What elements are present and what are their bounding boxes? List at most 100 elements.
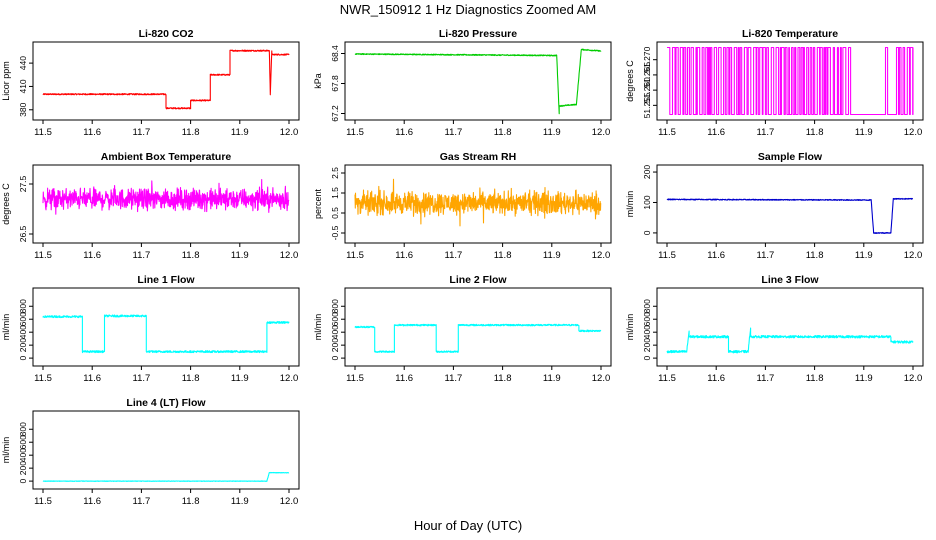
x-tick-label: 11.6 — [395, 127, 413, 138]
panel-6: Sample Flow ml/min 11.5 11.6 11.7 11.8 11.9 12.… — [625, 151, 924, 261]
data-series-line — [354, 48, 602, 115]
y-tick-label: 1.5 — [330, 187, 340, 199]
panel-3: Li-820 Temperature degrees C 11.5 11.6 11.7 1… — [625, 28, 924, 138]
data-series-line — [666, 197, 914, 234]
y-tick-label: 440 — [18, 56, 28, 70]
x-tick-label: 11.5 — [34, 373, 52, 384]
y-tick-label: 800 — [18, 299, 28, 313]
y-tick-label: 51.260 — [642, 77, 652, 103]
x-tick-label: 11.8 — [806, 127, 824, 138]
x-tick-label: 12.0 — [904, 373, 923, 384]
y-axis-label: ml/min — [313, 314, 323, 341]
y-tick-label: 67.8 — [330, 75, 340, 92]
x-tick-label: 11.8 — [806, 250, 824, 261]
panel-1: Li-820 CO2 Licor ppm 11.5 11.6 11.7 11.8 11.9 1… — [1, 28, 300, 138]
x-tick-label: 11.9 — [855, 250, 873, 261]
x-tick-label: 11.8 — [182, 250, 200, 261]
plot-frame — [32, 164, 300, 244]
y-axis-label: ml/min — [1, 437, 11, 464]
panel-title: Line 4 (LT) Flow — [126, 397, 206, 409]
plot-frame — [656, 164, 924, 244]
panel-title: Line 2 Flow — [449, 274, 507, 286]
panel-title: Ambient Box Temperature — [101, 151, 232, 163]
y-tick-label: 200 — [18, 338, 28, 352]
y-tick-label: 0 — [642, 230, 652, 235]
x-tick-label: 12.0 — [280, 373, 299, 384]
x-tick-label: 11.5 — [34, 127, 52, 138]
y-tick-label: 800 — [18, 422, 28, 436]
x-tick-label: 12.0 — [592, 373, 611, 384]
y-tick-label: 400 — [18, 448, 28, 462]
y-axis-label: ml/min — [625, 191, 635, 218]
plot-frame — [656, 287, 924, 367]
panel-8: Line 2 Flow ml/min 11.5 11.6 11.7 11.8 11.9 12.… — [313, 274, 612, 384]
x-tick-label: 12.0 — [592, 127, 611, 138]
y-tick-label: 51.265 — [642, 62, 652, 88]
x-tick-label: 11.9 — [231, 127, 249, 138]
y-tick-label: 600 — [330, 312, 340, 326]
panel-title: Line 3 Flow — [761, 274, 819, 286]
y-axis-label: degrees C — [1, 183, 11, 225]
y-tick-label: 200 — [642, 165, 652, 179]
x-tick-label: 11.9 — [231, 496, 249, 507]
plot-frame — [344, 164, 612, 244]
data-series-line — [354, 323, 602, 353]
x-tick-label: 11.9 — [231, 250, 249, 261]
x-tick-label: 11.6 — [395, 250, 413, 261]
x-tick-label: 12.0 — [904, 250, 923, 261]
y-tick-label: 200 — [18, 461, 28, 475]
x-tick-label: 11.5 — [658, 373, 676, 384]
y-axis-label: ml/min — [625, 314, 635, 341]
y-tick-label: 2.5 — [330, 167, 340, 179]
x-tick-label: 11.9 — [855, 373, 873, 384]
x-tick-label: 11.6 — [83, 250, 101, 261]
x-tick-label: 11.5 — [346, 127, 364, 138]
panel-9: Line 3 Flow ml/min 11.5 11.6 11.7 11.8 11.9 12.… — [625, 274, 924, 384]
x-tick-label: 11.7 — [133, 127, 151, 138]
panel-5: Gas Stream RH percent 11.5 11.6 11.7 11.8 11.9… — [313, 151, 612, 261]
data-series-line — [42, 471, 290, 482]
x-tick-label: 11.6 — [83, 127, 101, 138]
data-series-line — [666, 327, 914, 354]
plot-frame — [32, 287, 300, 367]
panel-10: Line 4 (LT) Flow ml/min 11.5 11.6 11.7 11.8 11… — [1, 397, 300, 507]
x-tick-label: 12.0 — [280, 127, 299, 138]
x-tick-label: 11.7 — [445, 250, 463, 261]
plot-frame — [344, 287, 612, 367]
panel-title: Li-820 Pressure — [439, 28, 517, 40]
x-tick-label: 11.7 — [757, 127, 775, 138]
x-tick-label: 11.5 — [346, 373, 364, 384]
panel-title: Gas Stream RH — [440, 151, 516, 163]
plot-frame — [32, 410, 300, 490]
y-axis-label: ml/min — [1, 314, 11, 341]
y-tick-label: 100 — [642, 195, 652, 209]
x-tick-label: 11.7 — [445, 373, 463, 384]
figure-title: NWR_150912 1 Hz Diagnostics Zoomed AM — [339, 2, 597, 17]
x-tick-label: 11.7 — [133, 373, 151, 384]
panel-title: Line 1 Flow — [137, 274, 195, 286]
y-tick-label: 26.5 — [18, 225, 28, 242]
x-tick-label: 11.5 — [658, 127, 676, 138]
plot-frame — [344, 41, 612, 121]
x-tick-label: 11.9 — [543, 250, 561, 261]
y-tick-label: 380 — [18, 102, 28, 116]
y-axis-label: kPa — [313, 73, 323, 89]
y-tick-label: 0 — [642, 355, 652, 360]
data-series-line — [354, 178, 602, 227]
x-tick-label: 11.6 — [83, 373, 101, 384]
y-axis-label: degrees C — [625, 60, 635, 102]
plot-frame — [32, 41, 300, 121]
x-tick-label: 12.0 — [280, 496, 299, 507]
y-tick-label: 0 — [330, 355, 340, 360]
y-tick-label: 600 — [18, 312, 28, 326]
y-axis-label: percent — [313, 188, 323, 219]
x-tick-label: 11.5 — [346, 250, 364, 261]
x-tick-label: 11.9 — [543, 373, 561, 384]
panel-title: Sample Flow — [758, 151, 823, 163]
x-tick-label: 11.8 — [494, 127, 512, 138]
y-tick-label: 800 — [330, 299, 340, 313]
x-tick-label: 11.7 — [757, 373, 775, 384]
x-tick-label: 12.0 — [592, 250, 611, 261]
data-series-line — [667, 46, 914, 116]
x-tick-label: 11.5 — [658, 250, 676, 261]
